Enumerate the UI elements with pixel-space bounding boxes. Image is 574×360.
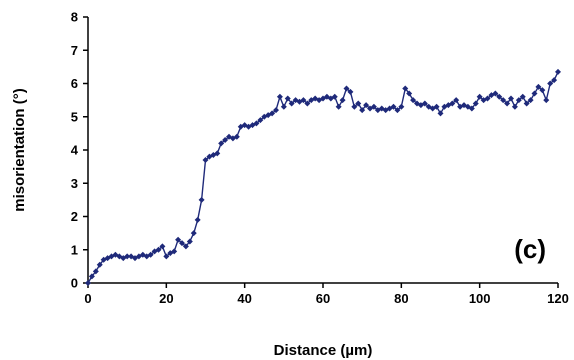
data-point (179, 240, 185, 247)
y-tick-label: 3 (71, 176, 78, 191)
data-point (433, 103, 440, 110)
data-point (300, 97, 307, 104)
x-tick-label: 100 (469, 291, 491, 306)
data-point (519, 93, 526, 100)
data-point (159, 243, 166, 250)
data-point (484, 95, 491, 102)
data-point (343, 85, 350, 92)
data-point (523, 100, 530, 107)
x-tick-label: 40 (237, 291, 251, 306)
data-point (96, 261, 103, 268)
data-point (288, 100, 295, 107)
data-point (359, 107, 366, 114)
y-axis-ticks: 0 1 2 3 4 5 6 7 8 (71, 10, 88, 291)
data-point (147, 251, 154, 258)
x-axis-title: Distance (µm) (274, 342, 373, 359)
data-point (171, 248, 178, 255)
data-point (394, 107, 401, 114)
data-point (468, 105, 475, 112)
data-point (339, 97, 346, 104)
series-points (85, 68, 561, 286)
data-point (233, 133, 240, 140)
data-point (515, 97, 522, 104)
data-point (304, 100, 311, 107)
y-axis-title: misorientation (°) (11, 88, 28, 212)
data-point (351, 103, 358, 110)
y-tick-label: 0 (71, 276, 78, 291)
data-point (198, 196, 205, 203)
data-point (92, 268, 99, 275)
data-point (273, 107, 279, 114)
data-point (88, 273, 95, 280)
data-point (449, 100, 456, 107)
data-point (155, 246, 162, 253)
x-tick-label: 0 (84, 291, 91, 306)
data-point (202, 156, 209, 163)
data-point (476, 93, 483, 100)
x-tick-label: 60 (316, 291, 330, 306)
data-point (363, 102, 370, 109)
data-point (253, 120, 260, 127)
data-point (190, 230, 197, 237)
data-point (504, 100, 511, 107)
data-point (535, 83, 542, 90)
data-point (222, 137, 229, 144)
data-point (453, 97, 460, 104)
data-point (496, 93, 503, 100)
y-tick-label: 7 (71, 43, 78, 58)
data-point (437, 110, 444, 117)
x-tick-label: 20 (159, 291, 173, 306)
x-tick-label: 120 (547, 291, 569, 306)
data-point (543, 97, 550, 104)
data-point (284, 95, 291, 102)
data-point (527, 97, 534, 104)
y-tick-label: 2 (71, 209, 78, 224)
data-point (511, 103, 518, 110)
data-point (492, 90, 499, 97)
x-tick-label: 80 (394, 291, 408, 306)
y-tick-label: 5 (71, 109, 78, 124)
data-point (214, 150, 221, 157)
data-point (347, 88, 354, 95)
y-tick-label: 6 (71, 76, 78, 91)
data-point (280, 103, 287, 110)
data-point (182, 243, 189, 250)
plot-area: 0 1 2 3 4 5 6 7 8 0 20 40 60 80 100 120 (71, 10, 569, 307)
data-point (186, 238, 193, 245)
y-tick-label: 8 (71, 10, 78, 25)
data-point (124, 253, 131, 260)
y-tick-label: 1 (71, 242, 78, 257)
data-point (335, 103, 342, 110)
panel-annotation: (c) (514, 234, 546, 264)
data-point (410, 97, 417, 104)
data-point (398, 103, 405, 110)
data-point (402, 85, 409, 92)
y-tick-label: 4 (71, 143, 79, 158)
data-point (370, 103, 377, 110)
data-point (194, 216, 201, 223)
data-point (163, 253, 170, 260)
data-point (175, 236, 182, 243)
data-point (547, 80, 554, 87)
data-point (257, 117, 264, 124)
data-point (218, 140, 225, 147)
data-point (551, 77, 558, 84)
x-axis-ticks: 0 20 40 60 80 100 120 (84, 283, 569, 306)
data-point (500, 97, 507, 104)
data-point (539, 87, 546, 94)
data-point (85, 280, 91, 286)
data-point (269, 110, 276, 117)
data-point (331, 93, 338, 100)
data-point (276, 93, 283, 100)
data-point (390, 103, 397, 110)
data-point (472, 100, 479, 107)
data-point (555, 68, 561, 75)
data-point (421, 100, 428, 107)
data-point (406, 90, 413, 97)
data-point (531, 90, 538, 97)
data-point (508, 95, 514, 102)
data-point (355, 100, 362, 107)
